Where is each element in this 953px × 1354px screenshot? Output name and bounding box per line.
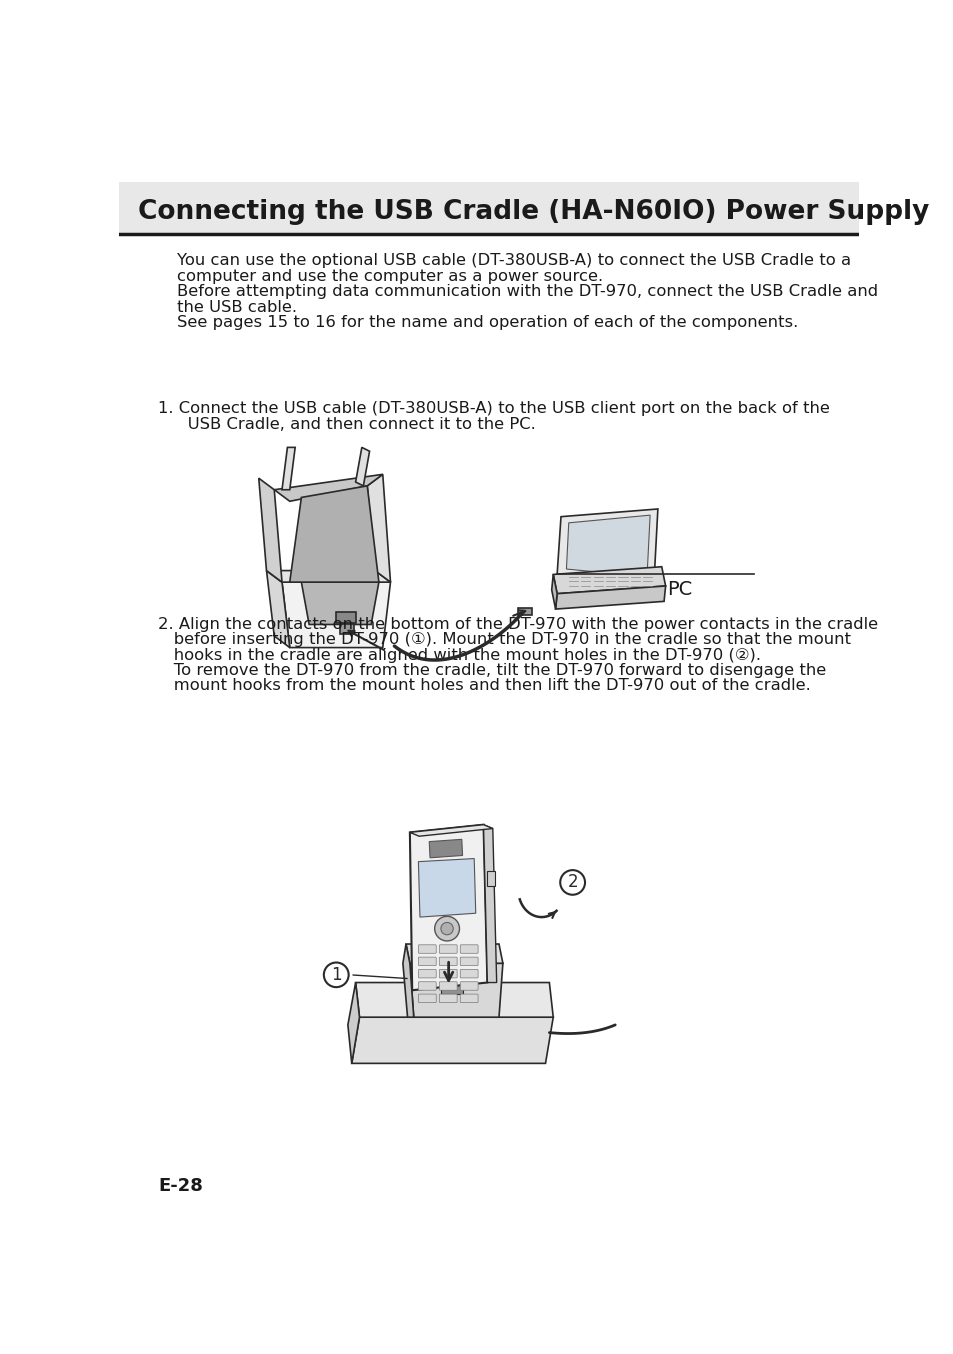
Polygon shape (352, 1017, 553, 1063)
Polygon shape (429, 839, 462, 858)
Polygon shape (266, 570, 290, 647)
Bar (440, 982, 462, 994)
Bar (119, 181, 858, 234)
Polygon shape (355, 983, 553, 1017)
FancyBboxPatch shape (459, 994, 477, 1002)
FancyBboxPatch shape (439, 945, 456, 953)
Polygon shape (410, 825, 487, 990)
Polygon shape (483, 825, 497, 983)
Text: 2. Align the contacts on the bottom of the DT-970 with the power contacts in the: 2. Align the contacts on the bottom of t… (158, 617, 877, 632)
Text: Connecting the USB Cradle (HA-N60IO) Power Supply: Connecting the USB Cradle (HA-N60IO) Pow… (137, 199, 928, 225)
FancyBboxPatch shape (439, 994, 456, 1002)
Text: You can use the optional USB cable (DT-380USB-A) to connect the USB Cradle to a: You can use the optional USB cable (DT-3… (177, 253, 851, 268)
Text: 2: 2 (567, 873, 578, 891)
Circle shape (440, 922, 453, 934)
Polygon shape (282, 447, 294, 490)
FancyBboxPatch shape (418, 994, 436, 1002)
Polygon shape (274, 474, 382, 501)
Polygon shape (402, 944, 414, 1017)
Polygon shape (266, 570, 390, 582)
Bar (517, 608, 532, 615)
Text: the USB cable.: the USB cable. (177, 299, 297, 314)
FancyBboxPatch shape (439, 982, 456, 990)
Text: USB Cradle, and then connect it to the PC.: USB Cradle, and then connect it to the P… (172, 417, 536, 432)
Text: mount hooks from the mount holes and then lift the DT-970 out of the cradle.: mount hooks from the mount holes and the… (158, 678, 810, 693)
Text: PC: PC (666, 581, 692, 600)
Polygon shape (290, 486, 378, 582)
FancyBboxPatch shape (459, 957, 477, 965)
FancyBboxPatch shape (459, 945, 477, 953)
Polygon shape (557, 509, 658, 582)
FancyBboxPatch shape (418, 982, 436, 990)
Polygon shape (553, 567, 665, 593)
Text: hooks in the cradle are aligned with the mount holes in the DT-970 (②).: hooks in the cradle are aligned with the… (158, 647, 760, 662)
Bar (487, 871, 495, 887)
Circle shape (323, 963, 348, 987)
FancyBboxPatch shape (418, 969, 436, 978)
Bar (340, 624, 354, 634)
Polygon shape (566, 515, 649, 577)
Polygon shape (258, 478, 282, 582)
Polygon shape (551, 574, 557, 609)
Text: 1: 1 (331, 965, 341, 984)
Polygon shape (406, 944, 502, 963)
Text: before inserting the DT-970 (①). Mount the DT-970 in the cradle so that the moun: before inserting the DT-970 (①). Mount t… (158, 632, 850, 647)
Text: Before attempting data communication with the DT-970, connect the USB Cradle and: Before attempting data communication wit… (177, 284, 878, 299)
FancyBboxPatch shape (459, 969, 477, 978)
Polygon shape (555, 586, 665, 609)
Polygon shape (410, 963, 502, 1017)
Polygon shape (348, 983, 359, 1063)
Text: 1. Connect the USB cable (DT-380USB-A) to the USB client port on the back of the: 1. Connect the USB cable (DT-380USB-A) t… (158, 401, 829, 416)
Polygon shape (355, 447, 369, 486)
Polygon shape (425, 944, 483, 979)
FancyBboxPatch shape (439, 957, 456, 965)
Text: computer and use the computer as a power source.: computer and use the computer as a power… (177, 268, 603, 284)
FancyBboxPatch shape (459, 982, 477, 990)
Polygon shape (367, 474, 390, 582)
Polygon shape (410, 825, 493, 837)
Bar (335, 612, 355, 623)
Circle shape (559, 871, 584, 895)
Text: E-28: E-28 (158, 1178, 203, 1196)
FancyBboxPatch shape (418, 957, 436, 965)
Text: To remove the DT-970 from the cradle, tilt the DT-970 forward to disengage the: To remove the DT-970 from the cradle, ti… (158, 663, 825, 678)
Circle shape (435, 917, 459, 941)
FancyBboxPatch shape (418, 945, 436, 953)
Polygon shape (282, 582, 390, 647)
Polygon shape (301, 582, 378, 624)
Text: See pages 15 to 16 for the name and operation of each of the components.: See pages 15 to 16 for the name and oper… (177, 315, 798, 330)
FancyBboxPatch shape (439, 969, 456, 978)
Polygon shape (418, 858, 476, 917)
